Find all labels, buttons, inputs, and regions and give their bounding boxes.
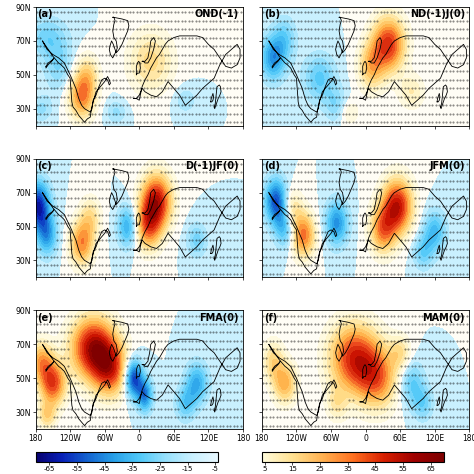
Text: (c): (c) bbox=[37, 161, 52, 171]
Text: (a): (a) bbox=[37, 9, 53, 19]
Text: D(-1)JF(0): D(-1)JF(0) bbox=[185, 161, 239, 171]
Text: ND(-1)J(0): ND(-1)J(0) bbox=[410, 9, 465, 19]
Text: (b): (b) bbox=[264, 9, 280, 19]
Text: MAM(0): MAM(0) bbox=[423, 313, 465, 323]
Text: JFM(0): JFM(0) bbox=[429, 161, 465, 171]
Text: (e): (e) bbox=[37, 313, 53, 323]
Text: (d): (d) bbox=[264, 161, 280, 171]
Text: OND(-1): OND(-1) bbox=[195, 9, 239, 19]
Text: FMA(0): FMA(0) bbox=[199, 313, 239, 323]
Text: (f): (f) bbox=[264, 313, 277, 323]
